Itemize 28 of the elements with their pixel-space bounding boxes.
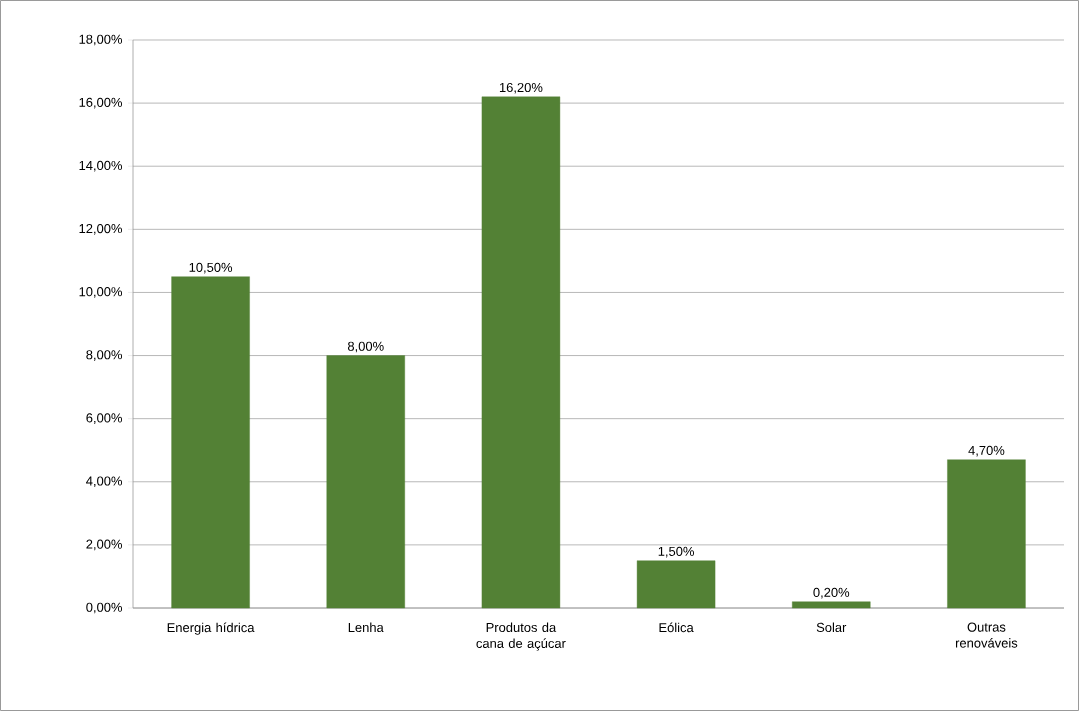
- y-tick-label: 6,00%: [86, 413, 123, 425]
- bar: [947, 459, 1026, 609]
- bar: [171, 276, 250, 609]
- data-label: 8,00%: [347, 341, 384, 353]
- y-tick-label: 4,00%: [86, 476, 123, 488]
- x-tick-label: Produtos da cana de açúcar: [476, 622, 566, 651]
- data-label: 1,50%: [658, 546, 694, 558]
- y-tick-label: 14,00%: [79, 160, 123, 172]
- bar: [636, 560, 716, 609]
- y-tick-label: 10,00%: [79, 287, 123, 298]
- x-tick-label: Energia hídrica: [167, 622, 255, 635]
- data-label: 10,50%: [189, 262, 233, 274]
- x-tick-label: Outras renováveis: [955, 622, 1018, 648]
- x-tick-label: Lenha: [348, 622, 384, 633]
- y-tick-label: 2,00%: [86, 539, 123, 551]
- y-tick-label: 16,00%: [79, 97, 123, 109]
- bar: [481, 96, 561, 609]
- y-tick-label: 18,00%: [79, 34, 123, 46]
- y-tick-label: 12,00%: [79, 223, 123, 235]
- bar: [792, 601, 871, 609]
- x-tick-label: Solar: [816, 622, 847, 633]
- bar: [326, 355, 405, 609]
- y-tick-label: 8,00%: [86, 350, 123, 361]
- y-tick-label: 0,00%: [86, 602, 123, 614]
- x-tick-label: Eólica: [659, 622, 694, 633]
- data-label: 4,70%: [968, 445, 1005, 457]
- data-label: 16,20%: [499, 82, 543, 94]
- data-label: 0,20%: [813, 587, 850, 599]
